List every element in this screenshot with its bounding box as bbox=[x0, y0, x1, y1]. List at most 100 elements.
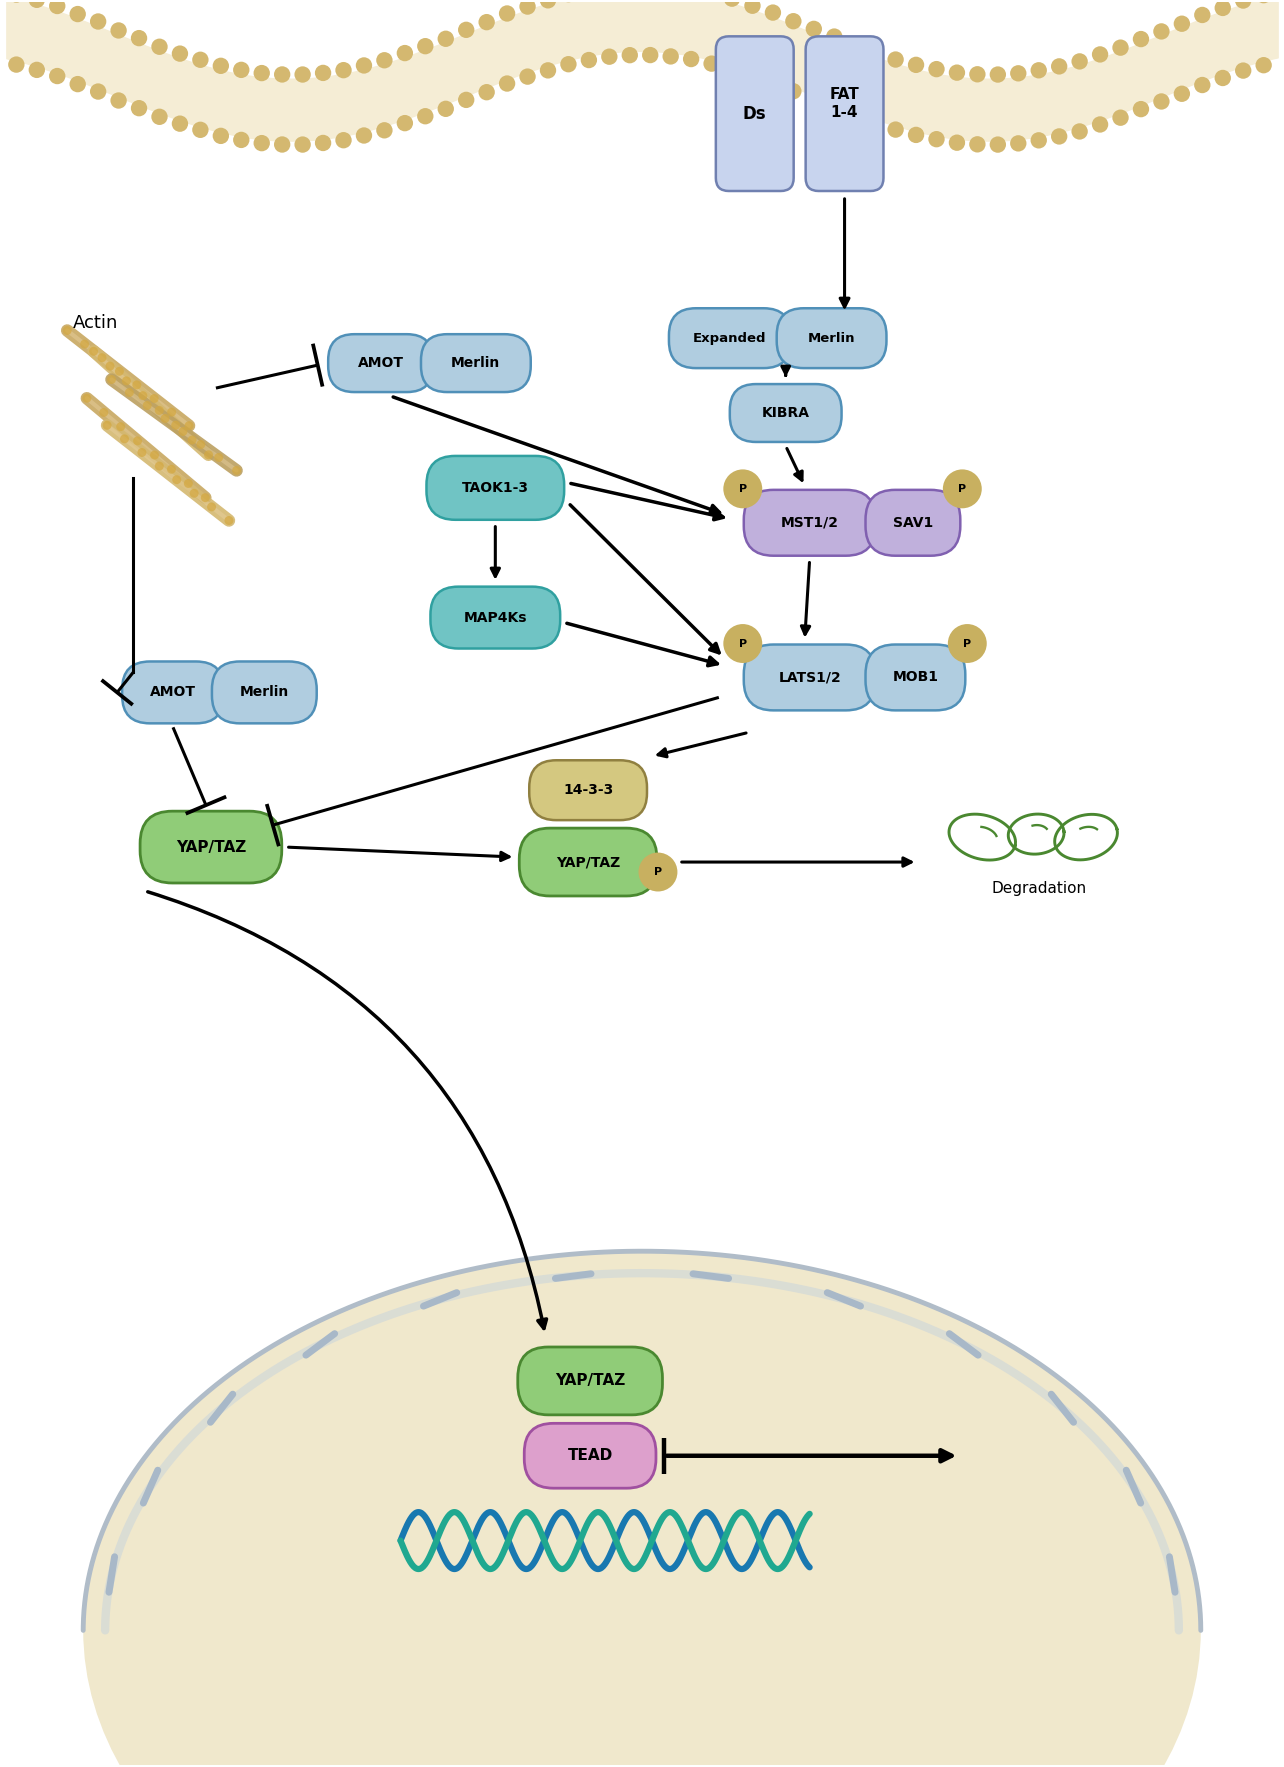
Circle shape bbox=[167, 408, 176, 417]
Circle shape bbox=[723, 624, 763, 663]
Circle shape bbox=[152, 39, 168, 55]
Circle shape bbox=[1174, 85, 1190, 102]
Circle shape bbox=[155, 406, 164, 415]
Circle shape bbox=[499, 76, 515, 92]
Circle shape bbox=[234, 133, 249, 148]
Circle shape bbox=[826, 99, 842, 115]
Circle shape bbox=[1031, 133, 1046, 148]
FancyBboxPatch shape bbox=[426, 456, 564, 519]
Circle shape bbox=[724, 60, 740, 78]
Circle shape bbox=[1091, 117, 1108, 133]
Circle shape bbox=[948, 624, 986, 663]
Circle shape bbox=[1132, 30, 1149, 48]
Circle shape bbox=[253, 65, 270, 81]
Text: 14-3-3: 14-3-3 bbox=[562, 783, 614, 797]
Circle shape bbox=[89, 346, 98, 355]
Circle shape bbox=[172, 46, 189, 62]
Circle shape bbox=[745, 0, 760, 14]
Circle shape bbox=[1153, 23, 1170, 39]
Circle shape bbox=[949, 64, 966, 81]
Circle shape bbox=[172, 115, 189, 133]
Circle shape bbox=[63, 325, 72, 336]
Circle shape bbox=[539, 62, 556, 78]
FancyBboxPatch shape bbox=[716, 37, 794, 191]
Circle shape bbox=[8, 57, 24, 72]
Circle shape bbox=[90, 83, 107, 99]
Circle shape bbox=[786, 83, 801, 99]
Circle shape bbox=[131, 101, 148, 117]
Text: P: P bbox=[654, 868, 663, 876]
Circle shape bbox=[131, 30, 148, 46]
Circle shape bbox=[1011, 136, 1026, 152]
Circle shape bbox=[1194, 76, 1211, 94]
Circle shape bbox=[1052, 129, 1067, 145]
Circle shape bbox=[1091, 46, 1108, 62]
Circle shape bbox=[110, 92, 127, 110]
FancyBboxPatch shape bbox=[140, 811, 281, 884]
Circle shape bbox=[190, 489, 199, 498]
Circle shape bbox=[294, 136, 311, 152]
Circle shape bbox=[152, 108, 168, 125]
Circle shape bbox=[397, 115, 413, 131]
Circle shape bbox=[638, 852, 678, 892]
Circle shape bbox=[49, 67, 65, 85]
Text: KIBRA: KIBRA bbox=[761, 406, 810, 421]
Text: Merlin: Merlin bbox=[808, 332, 855, 345]
Circle shape bbox=[99, 408, 108, 417]
Circle shape bbox=[479, 14, 494, 30]
Circle shape bbox=[805, 21, 822, 37]
FancyBboxPatch shape bbox=[743, 645, 876, 710]
FancyBboxPatch shape bbox=[729, 383, 841, 442]
Circle shape bbox=[196, 440, 205, 449]
Circle shape bbox=[663, 48, 679, 65]
Circle shape bbox=[786, 12, 801, 30]
Circle shape bbox=[908, 57, 924, 72]
Circle shape bbox=[1174, 16, 1190, 32]
Circle shape bbox=[1256, 57, 1272, 74]
Circle shape bbox=[119, 435, 128, 444]
Circle shape bbox=[683, 51, 700, 67]
Circle shape bbox=[103, 421, 112, 429]
Circle shape bbox=[90, 14, 107, 30]
Circle shape bbox=[1071, 53, 1088, 69]
Circle shape bbox=[69, 5, 86, 23]
Circle shape bbox=[1112, 110, 1129, 125]
Circle shape bbox=[438, 101, 455, 117]
Circle shape bbox=[458, 21, 474, 39]
Circle shape bbox=[204, 451, 213, 459]
Circle shape bbox=[846, 108, 863, 124]
Circle shape bbox=[745, 67, 760, 85]
Circle shape bbox=[69, 76, 86, 92]
Circle shape bbox=[28, 62, 45, 78]
Text: Merlin: Merlin bbox=[240, 686, 289, 700]
Circle shape bbox=[376, 51, 393, 69]
Circle shape bbox=[178, 428, 187, 436]
Circle shape bbox=[826, 28, 842, 44]
Circle shape bbox=[539, 0, 556, 9]
Circle shape bbox=[990, 67, 1007, 83]
Circle shape bbox=[335, 62, 352, 78]
Circle shape bbox=[98, 353, 107, 362]
FancyBboxPatch shape bbox=[524, 1424, 656, 1488]
Circle shape bbox=[397, 44, 413, 62]
Circle shape bbox=[805, 90, 822, 108]
Text: P: P bbox=[963, 638, 972, 648]
Circle shape bbox=[376, 122, 393, 138]
Circle shape bbox=[1112, 39, 1129, 57]
Circle shape bbox=[479, 85, 494, 101]
FancyBboxPatch shape bbox=[669, 307, 791, 368]
Circle shape bbox=[1011, 65, 1026, 81]
Circle shape bbox=[125, 389, 134, 398]
Circle shape bbox=[193, 51, 208, 67]
Circle shape bbox=[172, 475, 181, 484]
Circle shape bbox=[107, 375, 116, 383]
Circle shape bbox=[560, 0, 577, 2]
Circle shape bbox=[887, 51, 904, 67]
Circle shape bbox=[155, 461, 164, 470]
Circle shape bbox=[1235, 0, 1252, 9]
Text: P: P bbox=[958, 484, 967, 493]
Circle shape bbox=[160, 413, 169, 422]
Circle shape bbox=[139, 391, 148, 399]
Circle shape bbox=[213, 127, 229, 145]
FancyBboxPatch shape bbox=[529, 760, 647, 820]
